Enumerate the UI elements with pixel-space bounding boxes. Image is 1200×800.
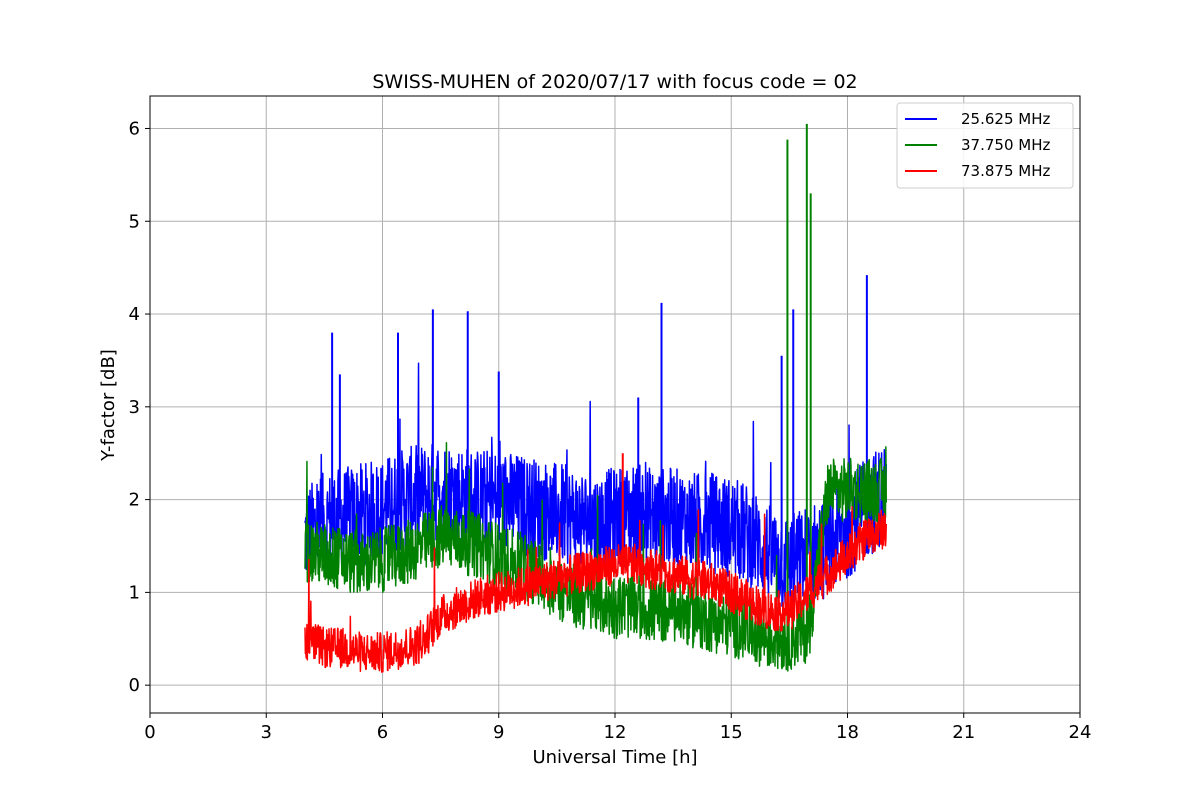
series-line — [304, 505, 887, 673]
x-tick-label: 3 — [261, 722, 272, 743]
x-tick-label: 0 — [144, 722, 155, 743]
x-axis-label: Universal Time [h] — [532, 747, 697, 768]
x-tick-label: 18 — [836, 722, 859, 743]
x-tick-label: 9 — [493, 722, 504, 743]
x-tick-label: 12 — [604, 722, 627, 743]
x-tick-label: 21 — [952, 722, 975, 743]
series-line — [304, 441, 887, 672]
legend-box — [896, 102, 1074, 189]
y-tick-label: 2 — [129, 490, 140, 511]
legend-label: 37.750 MHz — [961, 136, 1050, 154]
y-tick-label: 0 — [129, 675, 140, 696]
x-tick-label: 15 — [720, 722, 743, 743]
x-tick-label: 24 — [1069, 722, 1092, 743]
series-line — [304, 362, 887, 608]
y-tick-label: 4 — [129, 304, 140, 325]
legend-label: 25.625 MHz — [961, 110, 1050, 128]
x-tick-label: 6 — [377, 722, 388, 743]
legend: 25.625 MHz 37.750 MHz 73.875 MHz — [896, 102, 1074, 189]
chart-title: SWISS-MUHEN of 2020/07/17 with focus cod… — [372, 71, 857, 93]
series-group — [304, 123, 887, 673]
y-tick-label: 6 — [129, 118, 140, 139]
legend-label: 73.875 MHz — [961, 162, 1050, 180]
y-tick-label: 3 — [129, 397, 140, 418]
y-tick-label: 5 — [129, 211, 140, 232]
y-tick-label: 1 — [129, 582, 140, 603]
y-axis-label: Y-factor [dB] — [98, 349, 119, 462]
